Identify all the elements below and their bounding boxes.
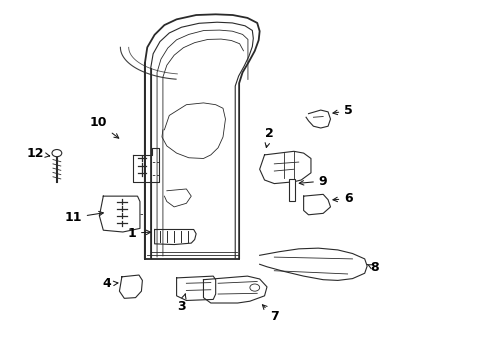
Text: 3: 3: [177, 294, 186, 313]
Circle shape: [250, 284, 260, 291]
Text: 4: 4: [103, 278, 118, 291]
Text: 9: 9: [299, 175, 327, 188]
Text: 12: 12: [26, 147, 49, 159]
Text: 5: 5: [333, 104, 353, 117]
Text: 8: 8: [368, 261, 379, 274]
Text: 10: 10: [90, 116, 119, 138]
Circle shape: [52, 149, 62, 157]
Text: 6: 6: [333, 192, 353, 205]
Text: 7: 7: [263, 305, 279, 324]
Polygon shape: [289, 179, 295, 201]
Text: 2: 2: [265, 127, 274, 148]
Text: 1: 1: [127, 226, 150, 239]
Text: 11: 11: [64, 211, 103, 224]
